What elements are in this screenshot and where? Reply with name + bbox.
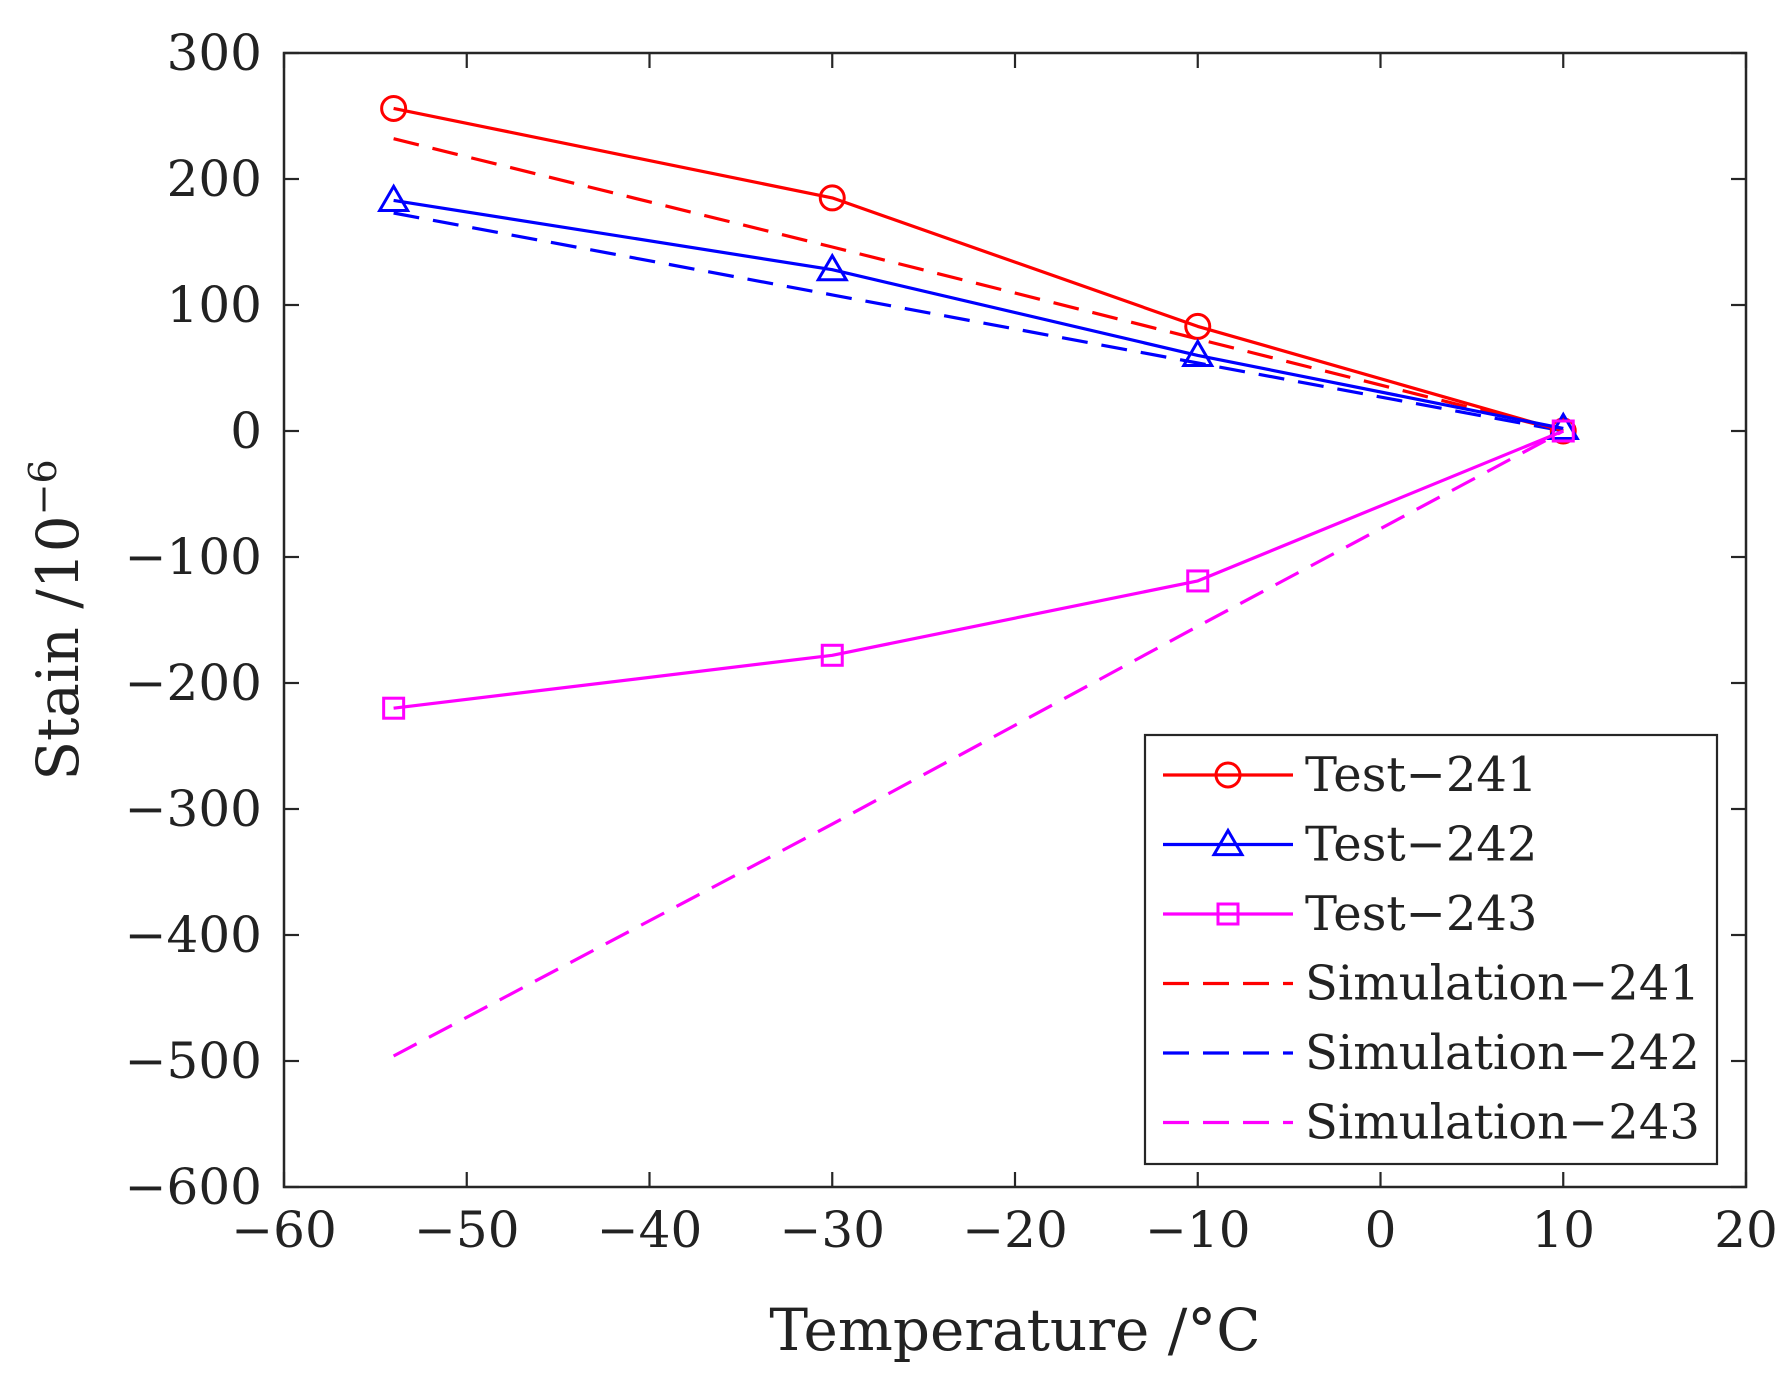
series-test-242 xyxy=(377,183,1580,441)
y-axis-title-exponent: −6 xyxy=(21,459,65,515)
x-tick-label: 10 xyxy=(1531,1201,1595,1259)
y-axis-title-text: Stain /10 xyxy=(24,515,92,780)
x-tick-label: 20 xyxy=(1714,1201,1778,1259)
data-point-test-241-1 xyxy=(818,184,846,212)
series-line-simulation-243 xyxy=(392,429,1565,1058)
series-simulation-243 xyxy=(392,429,1565,1058)
x-tick-label: −20 xyxy=(962,1201,1068,1259)
legend: Test−241 Test−242 Test−243 Simulation−241 Si… xyxy=(1143,733,1719,1166)
x-tick-label: −10 xyxy=(1145,1201,1251,1259)
legend-item-test-241: Test−241 xyxy=(1163,747,1537,803)
data-point-test-242-0 xyxy=(377,183,411,212)
legend-label: Simulation−241 xyxy=(1305,956,1700,1012)
y-tick-label: −600 xyxy=(125,1158,262,1216)
series-line-simulation-242 xyxy=(393,211,1564,433)
data-point-test-243-1 xyxy=(820,643,844,667)
y-tick-label: 200 xyxy=(167,150,262,208)
legend-label: Simulation−242 xyxy=(1305,1025,1700,1081)
y-tick-label: 0 xyxy=(230,402,262,460)
series-line-test-241 xyxy=(393,106,1564,433)
y-tick-labels: −600 −500 −400 −300 −200 −100 0 100 200 300 xyxy=(125,24,262,1216)
y-tick-label: −400 xyxy=(125,906,262,964)
y-tick-label: −500 xyxy=(125,1032,262,1090)
legend-item-simulation-241: Simulation−241 xyxy=(1163,956,1700,1012)
x-axis-title: Temperature /°C xyxy=(769,1296,1260,1364)
legend-label: Simulation−243 xyxy=(1305,1095,1700,1151)
data-point-test-243-0 xyxy=(382,696,406,720)
data-point-test-243-3 xyxy=(1551,419,1575,443)
x-tick-label: 0 xyxy=(1365,1201,1397,1259)
legend-item-simulation-242: Simulation−242 xyxy=(1163,1025,1700,1081)
data-point-test-242-2 xyxy=(1181,338,1215,367)
series-line-simulation-241 xyxy=(393,137,1564,433)
y-tick-label: −300 xyxy=(125,780,262,838)
legend-label: Test−242 xyxy=(1305,817,1537,873)
x-tick-label: −50 xyxy=(414,1201,520,1259)
data-point-test-241-0 xyxy=(380,94,408,122)
legend-item-simulation-243: Simulation−243 xyxy=(1163,1095,1700,1151)
series-test-243 xyxy=(382,419,1575,720)
ticks-layer xyxy=(282,51,1748,1189)
data-point-test-241-3 xyxy=(1549,417,1577,445)
series-line-test-242 xyxy=(393,198,1564,431)
legend-item-test-243: Test−243 xyxy=(1163,886,1537,942)
y-axis-title: Stain /10−6 xyxy=(21,459,92,780)
x-tick-labels: −60 −50 −40 −30 −20 −10 0 10 20 xyxy=(231,1201,1778,1259)
y-tick-label: 100 xyxy=(167,276,262,334)
series-simulation-241 xyxy=(393,137,1564,433)
x-tick-label: −30 xyxy=(779,1201,885,1259)
data-point-test-242-3 xyxy=(1546,411,1580,441)
legend-label: Test−243 xyxy=(1305,886,1537,942)
x-tick-label: −60 xyxy=(231,1201,337,1259)
series-layer xyxy=(377,94,1580,1058)
legend-item-test-242: Test−242 xyxy=(1163,817,1537,873)
legend-label: Test−241 xyxy=(1305,747,1537,803)
series-test-241 xyxy=(380,94,1577,445)
legend-box xyxy=(1143,733,1719,1166)
legend-marker xyxy=(1211,827,1245,857)
y-tick-label: 300 xyxy=(167,24,262,82)
data-point-test-242-1 xyxy=(815,252,849,282)
data-point-test-243-2 xyxy=(1186,569,1210,593)
series-simulation-242 xyxy=(393,211,1564,433)
y-tick-label: −200 xyxy=(125,654,262,712)
series-line-test-243 xyxy=(393,429,1564,710)
legend-marker xyxy=(1214,761,1242,789)
legend-marker xyxy=(1216,902,1240,926)
x-tick-label: −40 xyxy=(597,1201,703,1259)
y-tick-label: −100 xyxy=(125,528,262,586)
